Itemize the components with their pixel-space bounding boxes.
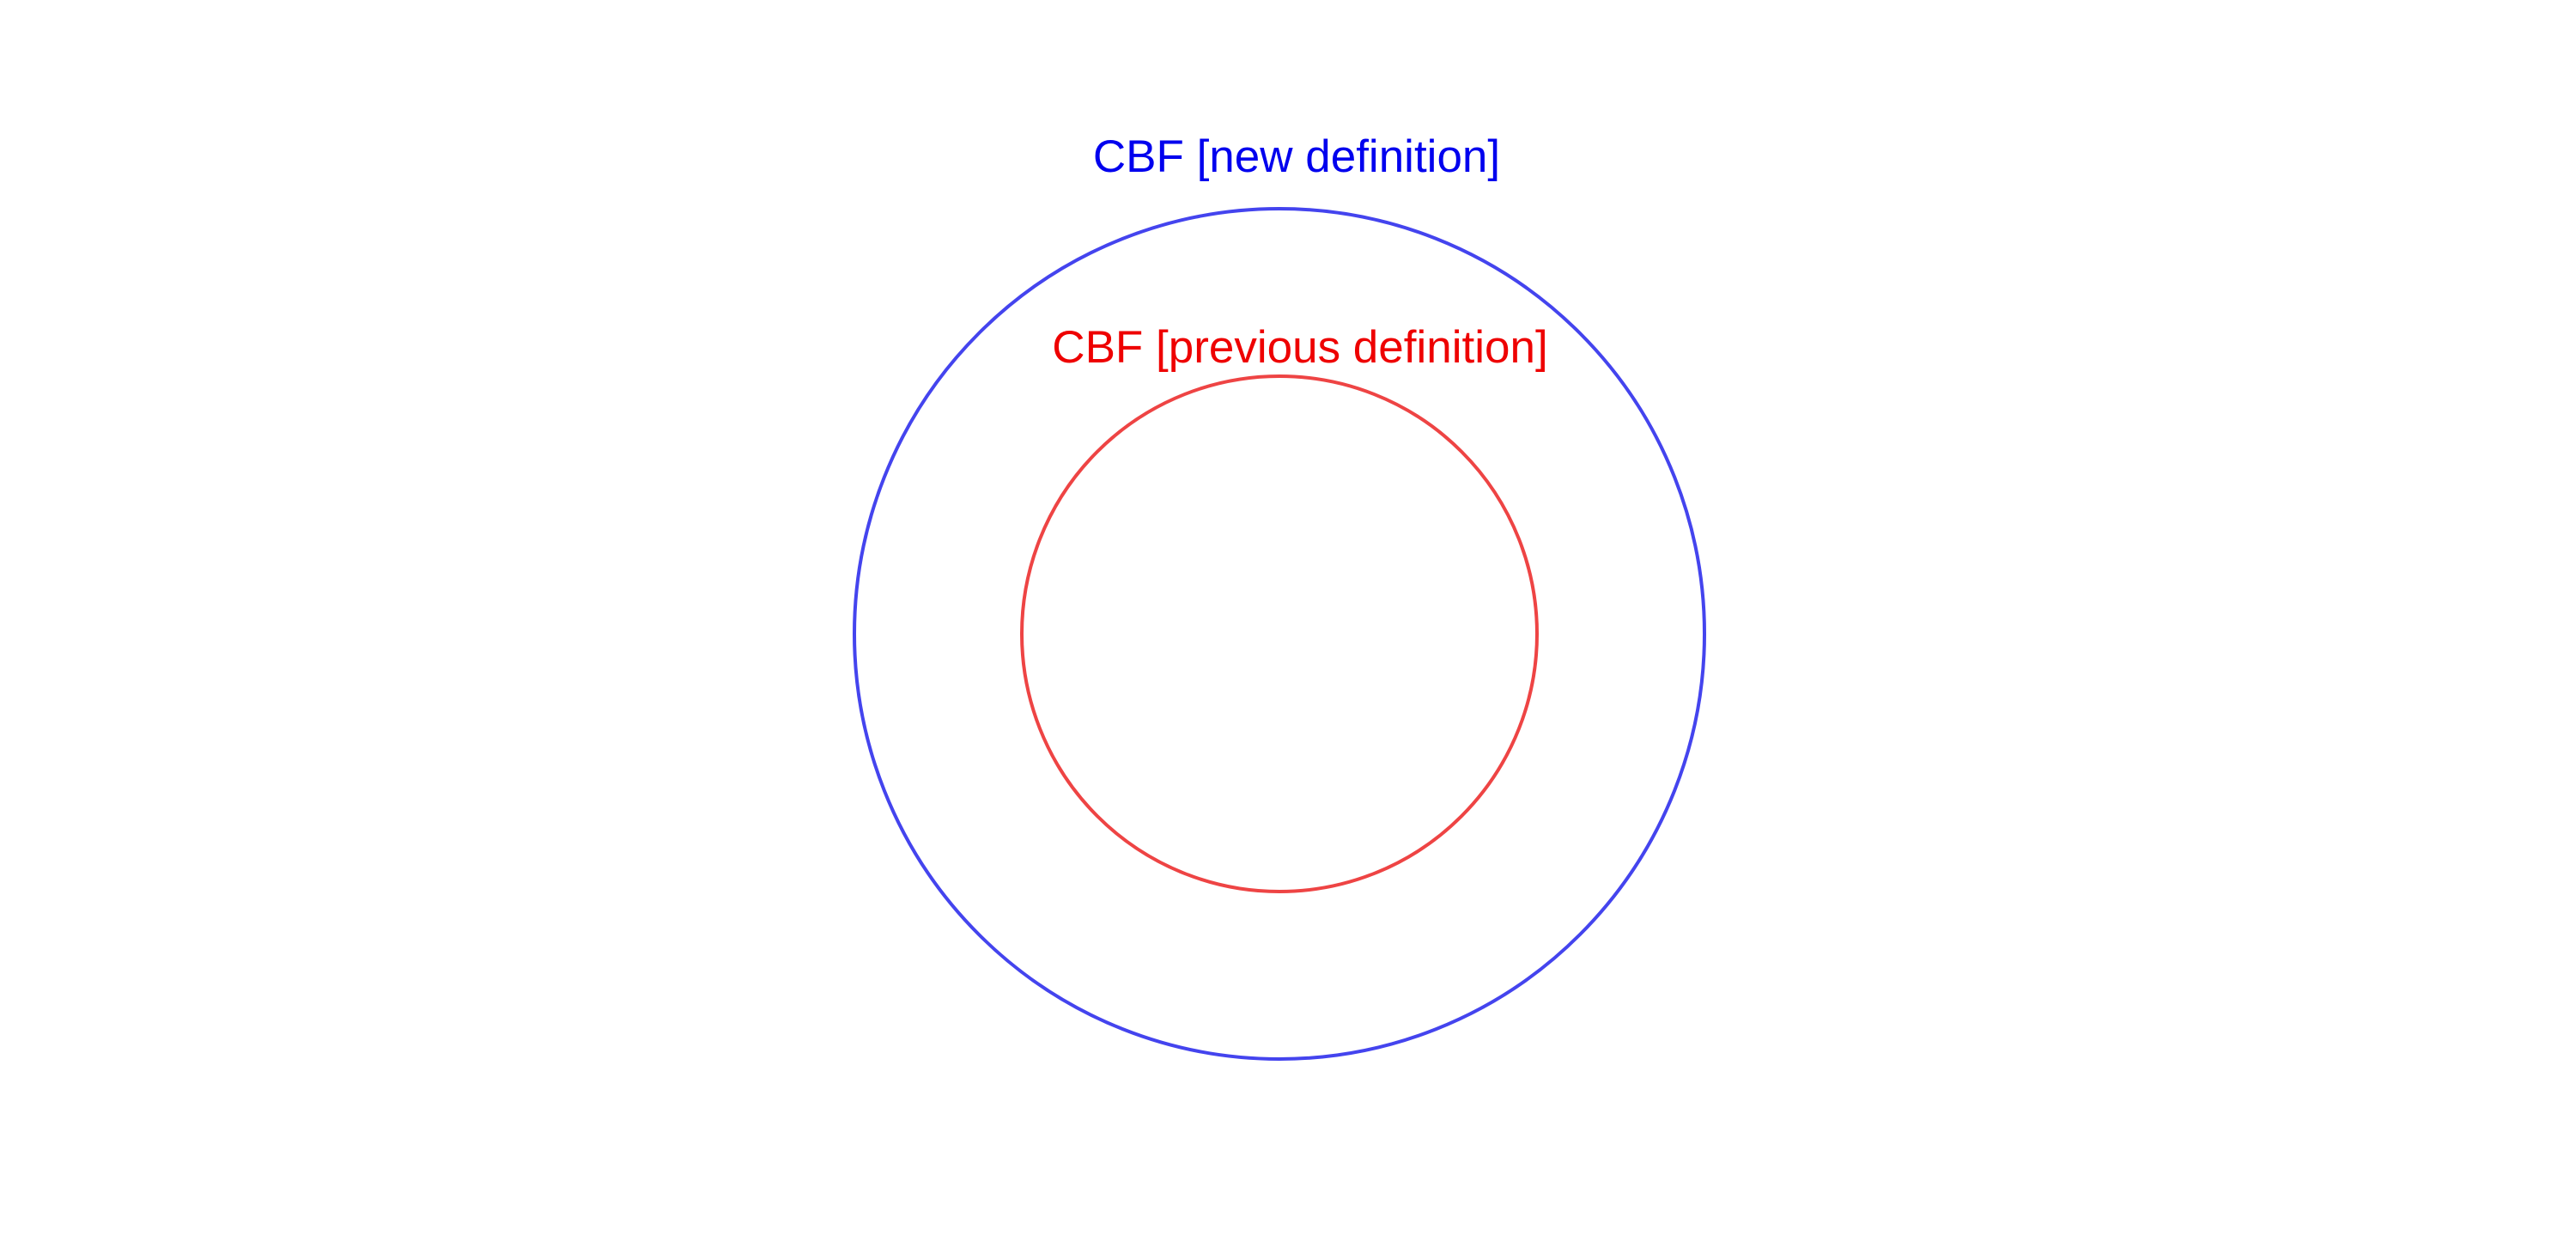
outer-circle-label: CBF [new definition] xyxy=(1093,131,1500,182)
outer-circle-new-definition xyxy=(853,207,1706,1061)
inner-circle-label: CBF [previous definition] xyxy=(1052,322,1547,373)
inner-circle-previous-definition xyxy=(1020,374,1539,893)
